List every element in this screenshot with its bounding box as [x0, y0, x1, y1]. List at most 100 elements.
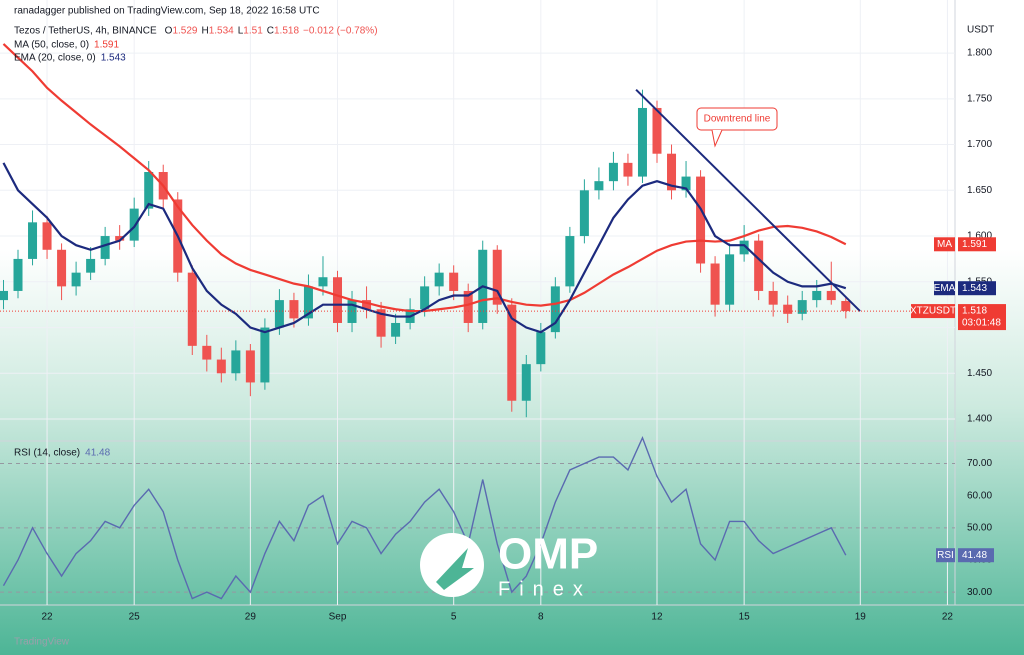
x-tick-label: 12 — [651, 612, 663, 623]
candle-body — [71, 272, 81, 287]
candle-body — [144, 172, 154, 209]
candle-body — [202, 345, 212, 360]
tag-name: XTZUSDT — [910, 306, 956, 317]
rsi-tick-label: 50.00 — [967, 522, 992, 533]
candle-body — [129, 208, 139, 241]
candle-body — [463, 290, 473, 323]
ohlc-key: L — [238, 26, 244, 37]
candle-body — [725, 254, 735, 305]
legend-value: 1.591 — [94, 40, 119, 51]
tag-name-box — [934, 281, 955, 296]
candle-body — [507, 304, 517, 401]
tag-value: 41.48 — [962, 550, 987, 561]
y-tick-label: 1.400 — [967, 414, 992, 425]
candle-body — [812, 290, 822, 301]
y-tick-label: 1.450 — [967, 368, 992, 379]
watermark-brand: OMP — [498, 530, 598, 579]
candle-body — [260, 327, 270, 383]
ohlc-value: 1.518 — [274, 26, 299, 37]
tag-value-box — [958, 281, 996, 296]
legend-name: MA (50, close, 0) — [14, 40, 89, 51]
footer: TradingView — [14, 637, 70, 648]
tag-value: 1.543 — [962, 283, 987, 294]
x-tick-label: 19 — [855, 612, 867, 623]
annotation-text: Downtrend line — [704, 114, 771, 125]
tag-value: 1.591 — [962, 239, 987, 250]
candle-body — [710, 263, 720, 305]
candle-body — [0, 290, 8, 301]
ohlc-key: O — [165, 26, 173, 37]
candle-body — [376, 309, 386, 337]
x-tick-label: 22 — [41, 612, 53, 623]
unit-label: USDT — [967, 25, 994, 36]
x-tick-label: 22 — [942, 612, 954, 623]
candle-body — [783, 304, 793, 314]
plot — [0, 43, 955, 600]
candle-body — [13, 258, 23, 291]
tag-value-box — [958, 237, 996, 252]
candle-body — [579, 190, 589, 237]
legend-value: 1.543 — [101, 53, 126, 64]
candle-body — [347, 300, 357, 323]
symbol-title: Tezos / TetherUS, 4h, BINANCE — [14, 26, 157, 37]
rsi-tick-label: 60.00 — [967, 490, 992, 501]
x-tick-label: Sep — [329, 612, 347, 623]
tag-name-box — [936, 548, 955, 563]
candle-body — [841, 301, 851, 312]
candle-body — [449, 272, 459, 291]
candle-body — [362, 300, 372, 310]
candle-body — [768, 290, 778, 305]
candle-body — [28, 222, 38, 259]
y-tick-label: 1.700 — [967, 139, 992, 150]
candle-body — [623, 162, 633, 177]
candle-body — [42, 222, 52, 250]
candle-body — [86, 258, 96, 273]
tag-name: RSI — [937, 550, 954, 561]
annotation-box — [696, 107, 778, 131]
ohlc-key: C — [267, 26, 274, 37]
tag-value: 1.518 — [962, 306, 987, 317]
tag-name: EMA — [934, 283, 956, 294]
candle-body — [594, 181, 604, 191]
candle-body — [826, 290, 836, 301]
ohlc-value: 1.529 — [172, 26, 197, 37]
rsi-tick-label: 30.00 — [967, 587, 992, 598]
candle-body — [274, 300, 284, 328]
candle-body — [754, 240, 764, 291]
candle-body — [667, 153, 677, 191]
x-tick-label: 29 — [245, 612, 257, 623]
watermark-sub: Finex — [498, 578, 592, 600]
candle-body — [187, 272, 197, 346]
candle-body — [245, 350, 255, 383]
x-tick-label: 8 — [538, 612, 544, 623]
candle-body — [318, 277, 328, 287]
candle-body — [536, 332, 546, 365]
tag-name: MA — [937, 239, 952, 250]
y-tick-label: 1.600 — [967, 231, 992, 242]
candle-body — [739, 240, 749, 255]
candle-body — [681, 176, 691, 191]
tag-name-box — [911, 304, 955, 319]
indicator-line — [2, 43, 847, 313]
legend-name: EMA (20, close, 0) — [14, 53, 96, 64]
ohlc-value: 1.534 — [209, 26, 234, 37]
x-tick-label: 15 — [739, 612, 751, 623]
countdown: 03:01:48 — [962, 318, 1001, 329]
candle-body — [231, 350, 241, 374]
candle-body — [637, 107, 647, 177]
x-tick-label: 25 — [129, 612, 141, 623]
y-tick-label: 1.750 — [967, 93, 992, 104]
candle-body — [492, 249, 502, 305]
candle-body — [303, 286, 313, 319]
y-tick-label: 1.650 — [967, 185, 992, 196]
candle-body — [696, 176, 706, 264]
candle-body — [652, 107, 662, 154]
candle-body — [434, 272, 444, 287]
candle-body — [797, 300, 807, 314]
candle-body — [608, 162, 618, 182]
legend-name: RSI (14, close) — [14, 448, 80, 459]
annotation-pointer — [711, 129, 723, 148]
labels: ranadagger published on TradingView.com,… — [14, 6, 1006, 648]
candle-body — [565, 236, 575, 287]
